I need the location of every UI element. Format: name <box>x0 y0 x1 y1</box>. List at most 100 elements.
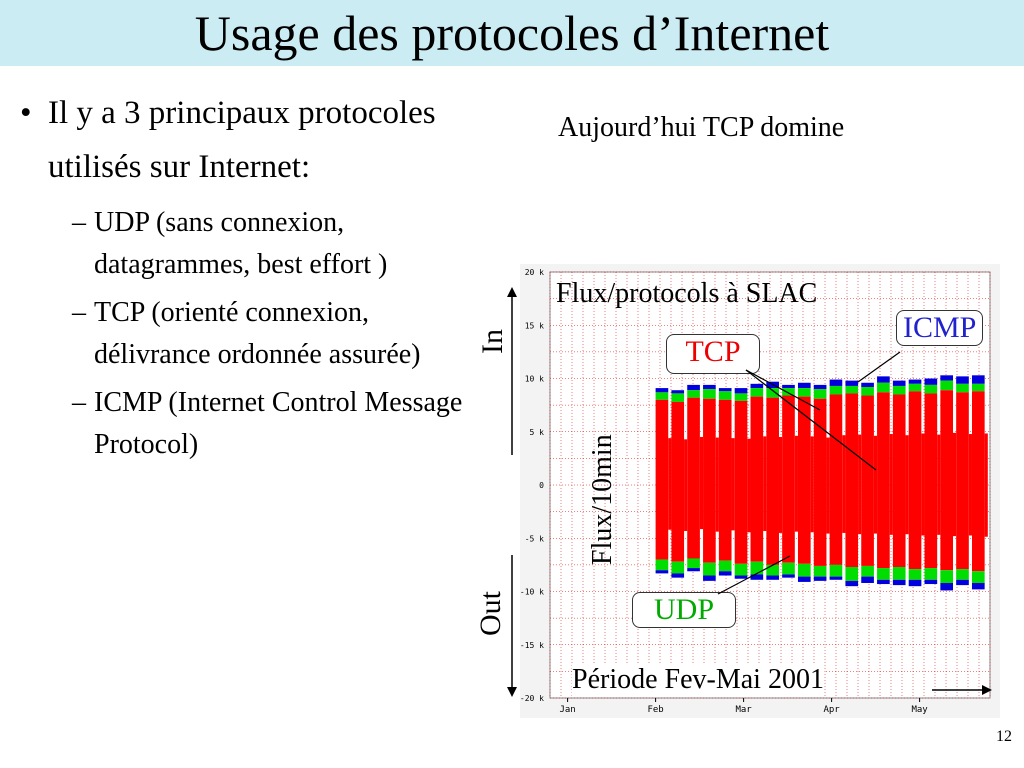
tcp-bar-out <box>829 485 843 565</box>
icmp-bar-in <box>908 379 922 384</box>
y-tick-label: 10 k <box>525 375 544 384</box>
y-tick-label: -15 k <box>520 641 544 650</box>
udp-bar-in <box>924 384 938 394</box>
icmp-bar-out <box>766 575 779 580</box>
tcp-bar-in <box>782 395 795 485</box>
dash-marker: – <box>72 297 86 328</box>
out-arrow-head <box>507 687 517 697</box>
tcp-bar-in <box>750 396 764 485</box>
udp-bar-in <box>956 383 969 393</box>
tcp-bar-in <box>829 394 843 485</box>
icmp-bar-out <box>829 576 843 580</box>
udp-bar-out <box>924 568 938 580</box>
bullet-list: Il y a 3 principaux protocoles utilisés … <box>20 86 490 472</box>
icmp-bar-in <box>845 380 859 386</box>
tcp-bar-in <box>797 396 811 485</box>
tcp-gap-fill <box>684 439 688 532</box>
icmp-bar-in <box>924 378 938 385</box>
udp-bar-out <box>892 567 906 580</box>
icmp-bar-in <box>829 379 843 386</box>
udp-bar-out <box>734 563 748 576</box>
period-label: Période Fev-Mai 2001 <box>572 664 824 696</box>
udp-bar-in <box>829 385 843 395</box>
y-axis-label: Flux/10min <box>587 434 618 565</box>
tcp-bar-in <box>892 394 906 485</box>
tcp-gap-fill <box>873 435 878 534</box>
icmp-bar-in <box>782 384 795 389</box>
tcp-bar-out <box>956 485 969 570</box>
icmp-bar-in <box>671 390 685 394</box>
tcp-bar-out <box>861 485 874 566</box>
udp-bar-out <box>766 564 779 576</box>
sub-bullet-udp: – UDP (sans connexion, datagrammes, best… <box>20 202 490 286</box>
tcp-bar-in <box>813 398 827 485</box>
icmp-bar-out <box>877 579 890 585</box>
udp-bar-out <box>655 559 669 571</box>
tcp-bar-out <box>924 485 938 569</box>
icmp-bar-in <box>766 381 779 389</box>
tcp-bar-out <box>940 485 953 571</box>
udp-bar-out <box>782 562 795 575</box>
tcp-bar-out <box>766 485 779 565</box>
udp-bar-out <box>671 561 685 574</box>
in-out-arrows <box>507 287 517 697</box>
tcp-bar-in <box>956 392 969 485</box>
icmp-bar-in <box>892 380 906 386</box>
icmp-bar-in <box>940 375 953 381</box>
udp-bar-in <box>892 385 906 395</box>
udp-bar-out <box>750 561 764 575</box>
udp-bar-in <box>766 388 779 398</box>
icmp-bar-out <box>655 570 669 574</box>
udp-bar-in <box>703 389 716 399</box>
icmp-bar-in <box>797 382 811 389</box>
udp-bar-out <box>718 560 732 572</box>
y-tick-label: 15 k <box>525 321 544 330</box>
tcp-gap-fill <box>889 434 893 535</box>
x-tick-label: Jan <box>559 705 575 715</box>
tcp-bar-in <box>877 392 890 485</box>
sub-bullet-icmp: – ICMP (Internet Control Message Protoco… <box>20 382 490 466</box>
icmp-bar-out <box>845 580 859 587</box>
tcp-bar-out <box>655 485 669 560</box>
udp-bar-out <box>687 558 700 569</box>
icmp-bar-out <box>971 582 985 590</box>
udp-bar-in <box>813 389 827 399</box>
tcp-bar-out <box>782 485 795 563</box>
dash-marker: – <box>72 387 86 418</box>
page-number: 12 <box>996 728 1012 745</box>
in-arrow-head <box>507 287 517 297</box>
tcp-bar-in <box>703 398 716 485</box>
icmp-bar-out <box>782 574 795 578</box>
icmp-bar-out <box>750 574 764 580</box>
y-tick-label: 0 <box>539 481 544 490</box>
y-tick-label: 20 k <box>525 268 544 277</box>
icmp-bar-out <box>718 571 732 576</box>
tcp-bar-in <box>924 393 938 485</box>
icmp-bar-in <box>655 388 669 393</box>
y-tick-label: -10 k <box>520 588 544 597</box>
udp-bar-in <box>734 393 748 401</box>
tcp-gap-fill <box>984 433 988 537</box>
dash-marker: – <box>72 207 86 238</box>
udp-bar-out <box>829 564 843 577</box>
tcp-gap-fill <box>747 438 751 533</box>
udp-bar-in <box>940 380 953 391</box>
tcp-bar-in <box>766 397 779 485</box>
udp-bar-in <box>971 383 985 392</box>
tcp-bar-in <box>687 397 700 485</box>
tcp-bar-in <box>861 395 874 485</box>
tcp-bar-out <box>797 485 811 564</box>
udp-bar-in <box>687 390 700 398</box>
tcp-bar-out <box>750 485 764 562</box>
x-tick-label: Apr <box>823 705 840 715</box>
udp-bar-out <box>861 565 874 577</box>
udp-bar-in <box>908 383 922 392</box>
udp-bar-out <box>703 562 716 576</box>
tcp-bar-in <box>734 400 748 485</box>
out-label: Out <box>474 591 507 636</box>
y-tick-label: -5 k <box>525 534 544 543</box>
tcp-gap-fill <box>668 438 672 530</box>
sub-bullet-text: TCP (orienté connexion, délivrance ordon… <box>94 297 421 370</box>
x-tick-label: May <box>911 705 928 715</box>
icmp-bar-in <box>734 388 748 394</box>
